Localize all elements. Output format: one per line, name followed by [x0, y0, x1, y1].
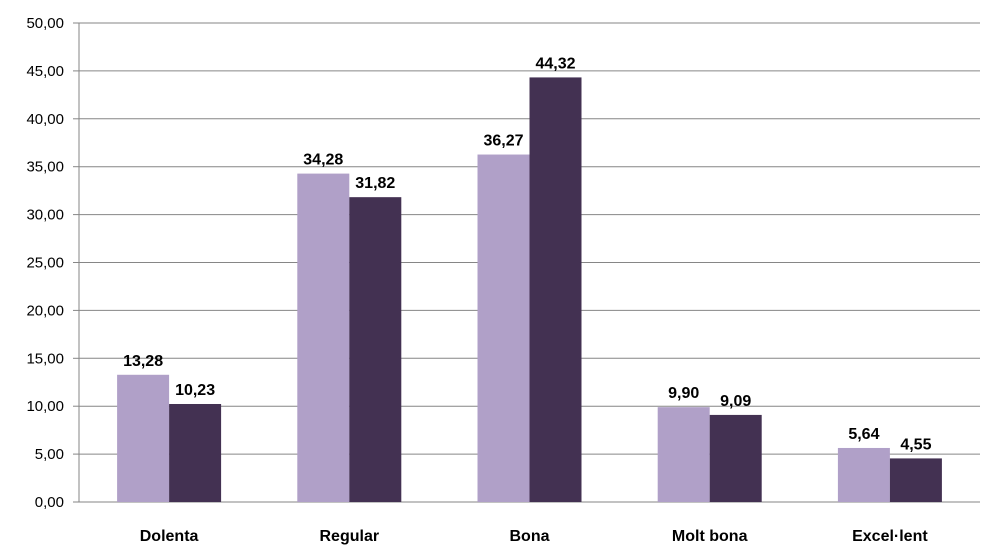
data-label: 4,55	[900, 436, 931, 453]
y-tick-label: 45,00	[26, 63, 64, 80]
bar	[709, 414, 762, 502]
x-category-label: Bona	[510, 528, 550, 545]
bar	[297, 173, 350, 502]
data-label: 5,64	[848, 426, 879, 443]
bar	[837, 447, 890, 502]
bar	[657, 407, 710, 502]
data-label: 9,90	[668, 385, 699, 402]
y-tick-label: 40,00	[26, 111, 64, 128]
y-tick-label: 35,00	[26, 159, 64, 176]
bar	[889, 458, 942, 502]
y-tick-label: 50,00	[26, 15, 64, 32]
y-tick-label: 20,00	[26, 302, 64, 319]
x-category-label: Molt bona	[672, 528, 748, 545]
x-category-label: Dolenta	[140, 528, 199, 545]
bar	[117, 374, 170, 502]
bar	[529, 77, 582, 502]
data-label: 9,09	[720, 393, 751, 410]
y-tick-label: 5,00	[35, 446, 64, 463]
labels: 0,00 5,00 10,00 15,00 20,00 25,00 30,00 35,00 40…	[26, 15, 931, 545]
y-tick-label: 30,00	[26, 207, 64, 224]
data-label: 31,82	[355, 175, 395, 192]
data-label: 13,28	[123, 353, 163, 370]
data-label: 34,28	[303, 152, 343, 169]
data-label: 44,32	[535, 55, 575, 72]
data-label: 36,27	[483, 133, 523, 150]
bar	[477, 154, 530, 503]
bar	[169, 403, 222, 502]
y-tick-label: 15,00	[26, 350, 64, 367]
y-tick-label: 10,00	[26, 398, 64, 415]
bars	[117, 77, 942, 503]
y-tick-label: 0,00	[35, 494, 64, 511]
data-label: 10,23	[175, 382, 215, 399]
y-tick-label: 25,00	[26, 255, 64, 272]
x-category-label: Regular	[320, 528, 380, 545]
bar	[349, 197, 402, 502]
x-category-label: Excel·lent	[852, 528, 928, 545]
